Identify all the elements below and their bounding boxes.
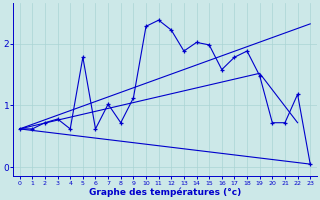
- X-axis label: Graphe des températures (°c): Graphe des températures (°c): [89, 187, 241, 197]
